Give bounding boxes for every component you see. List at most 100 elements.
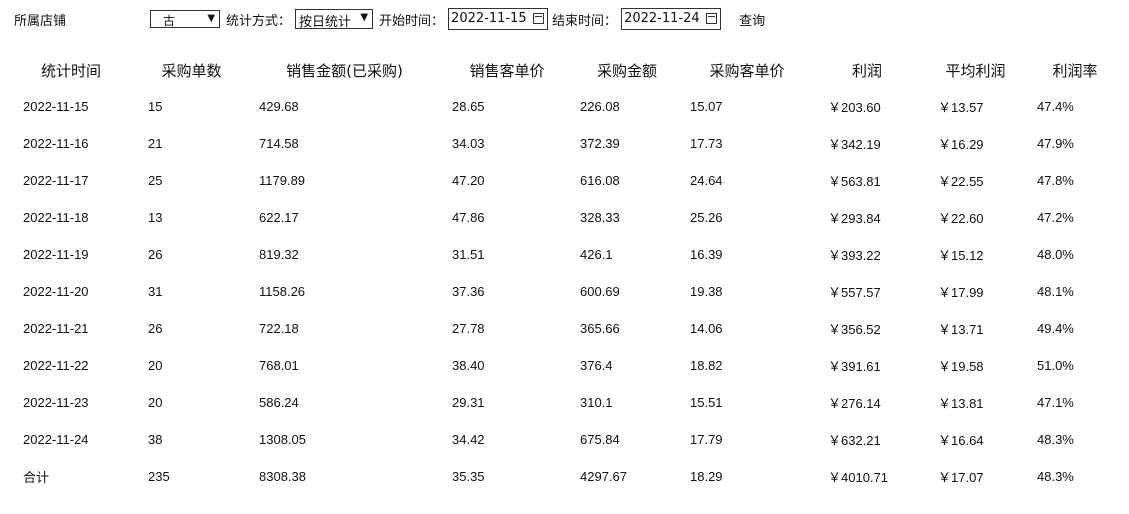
table-cell: 372.39	[580, 136, 620, 151]
table-cell: ￥22.55	[938, 174, 984, 189]
table-header-row: 统计时间 采购单数 销售金额(已采购) 销售客单价 采购金额 采购客单价 利润 …	[6, 52, 1121, 88]
store-select[interactable]: 古 ▼	[150, 10, 221, 28]
table-cell: ￥17.99	[938, 285, 984, 300]
table-cell: 1179.89	[259, 173, 306, 188]
table-cell: 48.0%	[1037, 247, 1074, 262]
store-select-value: 古	[163, 14, 176, 28]
table-cell: 47.2%	[1037, 210, 1074, 225]
table-cell: 365.66	[580, 321, 620, 336]
header-cell: 利润率	[1052, 61, 1098, 80]
table-cell: 622.17	[259, 210, 299, 225]
table-cell: ￥356.52	[828, 322, 881, 337]
table-row: 2022-11-21 26 722.18 27.78 365.66 14.06 ￥356.5…	[6, 310, 1121, 347]
table-cell: 38	[148, 432, 163, 447]
table-row: 2022-11-16 21 714.58 34.03 372.39 17.73 ￥342.1…	[6, 125, 1121, 162]
table-cell: 合计	[23, 470, 50, 485]
table-cell: 31.51	[452, 247, 485, 262]
table-cell: ￥557.57	[828, 285, 881, 300]
mode-label: 统计方式：	[226, 13, 292, 29]
table-cell: 28.65	[452, 99, 485, 114]
table-cell: 49.4%	[1037, 321, 1074, 336]
table-cell: 27.78	[452, 321, 485, 336]
table-cell: 47.8%	[1037, 173, 1074, 188]
start-date-value: 2022-11-15	[451, 11, 527, 26]
store-label: 所属店铺	[14, 13, 67, 29]
table-cell: 8308.38	[259, 469, 306, 484]
table-cell: 47.1%	[1037, 395, 1074, 410]
table-cell: ￥393.22	[828, 248, 881, 263]
mode-select[interactable]: 按日统计 ▼	[295, 9, 374, 30]
end-date-label: 结束时间：	[552, 13, 618, 29]
table-row: 2022-11-18 13 622.17 47.86 328.33 25.26 ￥293.8…	[6, 199, 1121, 236]
end-date-input[interactable]: 2022-11-24	[621, 8, 722, 30]
table-cell: 48.3%	[1037, 432, 1074, 447]
table-cell: 47.86	[452, 210, 485, 225]
table-cell: 429.68	[259, 99, 299, 114]
table-cell: ￥19.58	[938, 359, 984, 374]
table-cell: 13	[148, 210, 163, 225]
header-cell: 销售金额(已采购)	[286, 61, 403, 80]
table-cell: 48.1%	[1037, 284, 1074, 299]
start-date-input[interactable]: 2022-11-15	[448, 8, 549, 30]
table-cell: ￥22.60	[938, 211, 984, 226]
table-row: 2022-11-22 20 768.01 38.40 376.4 18.82 ￥391.61…	[6, 347, 1121, 384]
table-cell: 20	[148, 395, 163, 410]
query-button[interactable]: 查询	[739, 13, 766, 29]
table-cell: 15.07	[690, 99, 723, 114]
table-cell: 2022-11-19	[23, 247, 89, 262]
header-cell: 销售客单价	[469, 61, 545, 80]
table-row: 2022-11-19 26 819.32 31.51 426.1 16.39 ￥393.22…	[6, 236, 1121, 273]
table-cell: 376.4	[580, 358, 613, 373]
table-cell: 18.82	[690, 358, 723, 373]
table-cell: 26	[148, 321, 163, 336]
header-cell: 统计时间	[40, 61, 101, 80]
table-cell: ￥391.61	[828, 359, 881, 374]
total-row: 合计 235 8308.38 35.35 4297.67 18.29 ￥4010.71 ￥17…	[6, 458, 1121, 495]
table-cell: 426.1	[580, 247, 613, 262]
table-cell: 17.73	[690, 136, 723, 151]
table-cell: 37.36	[452, 284, 485, 299]
table-cell: 16.39	[690, 247, 723, 262]
calendar-icon[interactable]	[533, 13, 545, 24]
table-cell: ￥563.81	[828, 174, 881, 189]
filter-toolbar: 所属店铺 古 ▼ 统计方式： 按日统计 ▼ 开始时间： 2022-11-15 结…	[14, 8, 765, 30]
chevron-down-icon: ▼	[207, 13, 216, 24]
table-cell: 17.79	[690, 432, 723, 447]
table-cell: 2022-11-18	[23, 210, 89, 225]
table-cell: 21	[148, 136, 163, 151]
table-cell: 226.08	[580, 99, 620, 114]
header-cell: 利润	[851, 61, 882, 80]
table-cell: 714.58	[259, 136, 299, 151]
table-cell: 19.38	[690, 284, 723, 299]
table-cell: 20	[148, 358, 163, 373]
table-cell: ￥632.21	[828, 433, 881, 448]
table-cell: 47.4%	[1037, 99, 1074, 114]
table-cell: 768.01	[259, 358, 299, 373]
table-cell: ￥17.07	[938, 470, 984, 485]
table-cell: 35.35	[452, 469, 485, 484]
stats-table: 统计时间 采购单数 销售金额(已采购) 销售客单价 采购金额 采购客单价 利润 …	[6, 52, 1121, 495]
table-cell: 2022-11-21	[23, 321, 89, 336]
table-row: 2022-11-23 20 586.24 29.31 310.1 15.51 ￥276.14…	[6, 384, 1121, 421]
header-cell: 采购客单价	[709, 61, 785, 80]
table-cell: ￥276.14	[828, 396, 881, 411]
start-date-label: 开始时间：	[379, 13, 445, 29]
table-cell: 15.51	[690, 395, 723, 410]
table-cell: 24.64	[690, 173, 723, 188]
table-cell: 48.3%	[1037, 469, 1074, 484]
table-cell: 722.18	[259, 321, 299, 336]
header-cell: 采购单数	[161, 61, 222, 80]
table-cell: 310.1	[580, 395, 613, 410]
table-cell: 235	[148, 469, 170, 484]
table-cell: 47.20	[452, 173, 485, 188]
table-cell: 14.06	[690, 321, 723, 336]
table-cell: 2022-11-16	[23, 136, 89, 151]
calendar-icon[interactable]	[706, 13, 718, 24]
table-cell: ￥4010.71	[828, 470, 888, 485]
table-cell: 31	[148, 284, 163, 299]
table-cell: ￥13.57	[938, 100, 984, 115]
table-cell: ￥15.12	[938, 248, 984, 263]
table-cell: 328.33	[580, 210, 620, 225]
header-cell: 平均利润	[945, 61, 1006, 80]
table-cell: ￥13.71	[938, 322, 984, 337]
